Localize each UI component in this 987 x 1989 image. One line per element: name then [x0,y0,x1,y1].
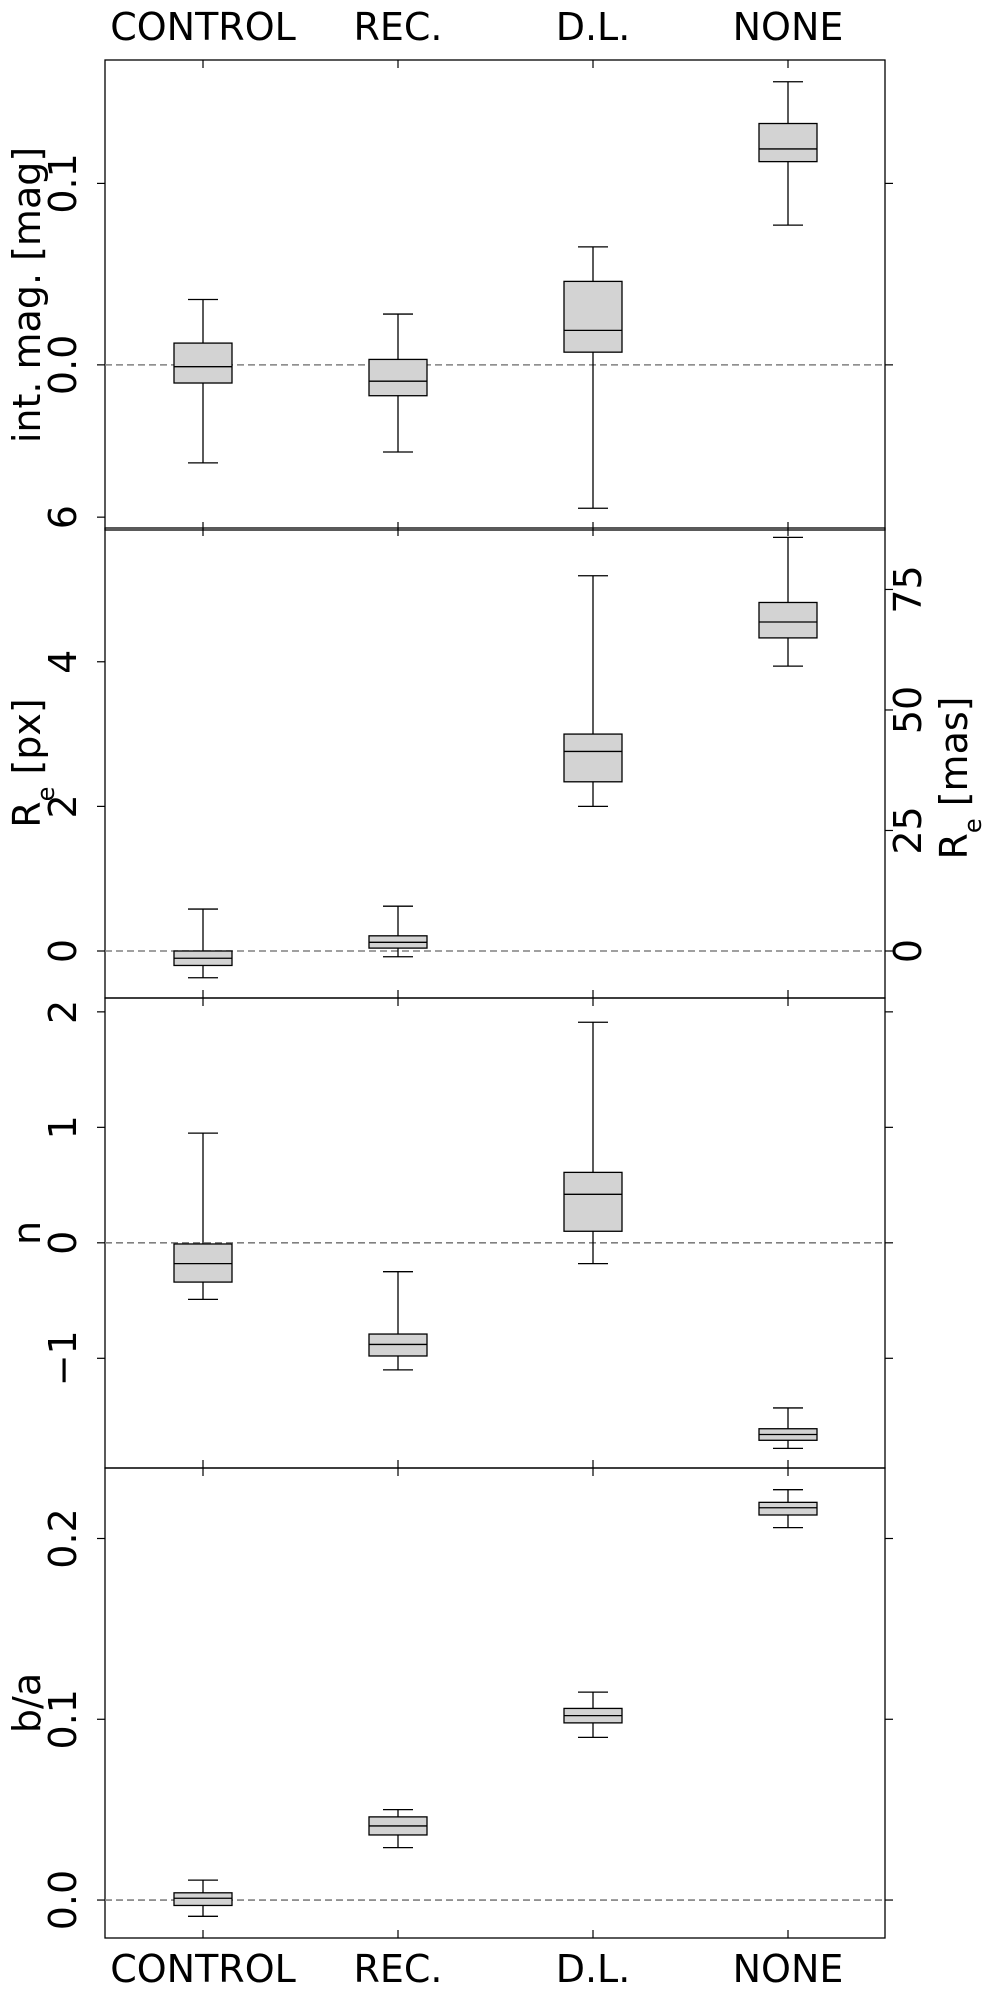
right-y-tick-label: 25 [886,806,930,854]
panel-frame [104,1467,886,1939]
y-tick-label: 0 [41,939,85,963]
y-tick-label: 2 [41,794,85,818]
iqr-box [173,1892,233,1907]
y-tick-label: 2 [41,1000,85,1024]
right-y-tick-label: 75 [886,565,930,613]
box-dl [563,246,623,509]
box-rec [368,1809,428,1849]
y-tick-label: 0.0 [41,335,85,395]
box-control [173,1132,233,1301]
iqr-box [758,122,818,163]
bottom-category-label: CONTROL [110,1947,296,1989]
box-none [758,1489,818,1529]
y-axis-label: n [5,1221,49,1245]
y-tick-label: 1 [41,1115,85,1139]
box-rec [368,1271,428,1371]
y-axis-label: int. mag. [mag] [5,147,49,443]
iqr-box [758,601,818,639]
box-dl [563,1021,623,1265]
bottom-category-label: REC. [353,1947,442,1989]
iqr-box [368,358,428,397]
iqr-box [758,1501,818,1516]
box-rec [368,313,428,453]
panel-frame [104,527,886,999]
y-tick-label: −1 [41,1330,85,1386]
box-rec [368,905,428,958]
box-dl [563,1691,623,1738]
iqr-box [173,342,233,384]
y-tick-label: 4 [41,650,85,674]
y-axis-label: b/a [5,1673,49,1733]
y-tick-label: 0.0 [41,1870,85,1930]
box-dl [563,575,623,808]
panel-2: 0 2 4 6 0 25 50 75 Re [mas] Re [px] [5,505,987,999]
top-category-label: D.L. [556,5,631,49]
iqr-box [563,733,623,783]
panel-3: −1 0 1 2 n [5,997,893,1469]
top-category-label: REC. [353,5,442,49]
iqr-box [563,280,623,353]
box-control [173,298,233,464]
panel-frame [104,59,886,531]
box-control [173,1879,233,1917]
panel-frame [104,997,886,1469]
box-none [758,536,818,667]
y-tick-label: 0 [41,1231,85,1255]
top-category-label: NONE [733,5,844,49]
box-none [758,1407,818,1450]
y-axis-label: Re [px] [5,698,60,828]
box-none [758,81,818,226]
bottom-category-label: D.L. [556,1947,631,1989]
y-tick-label: 0.1 [41,1689,85,1749]
right-y-tick-label: 50 [886,686,930,734]
bottom-category-label: NONE [733,1947,844,1989]
top-category-label: CONTROL [110,5,296,49]
right-y-axis-label: Re [mas] [932,696,987,859]
y-tick-label: 6 [41,505,85,529]
y-tick-label: 0.2 [41,1508,85,1568]
right-y-tick-label: 0 [886,939,930,963]
panel-4: 0.0 0.1 0.2 b/a [5,1467,893,1939]
box-control [173,908,233,979]
y-tick-label: 0.1 [41,153,85,213]
iqr-box [563,1171,623,1232]
